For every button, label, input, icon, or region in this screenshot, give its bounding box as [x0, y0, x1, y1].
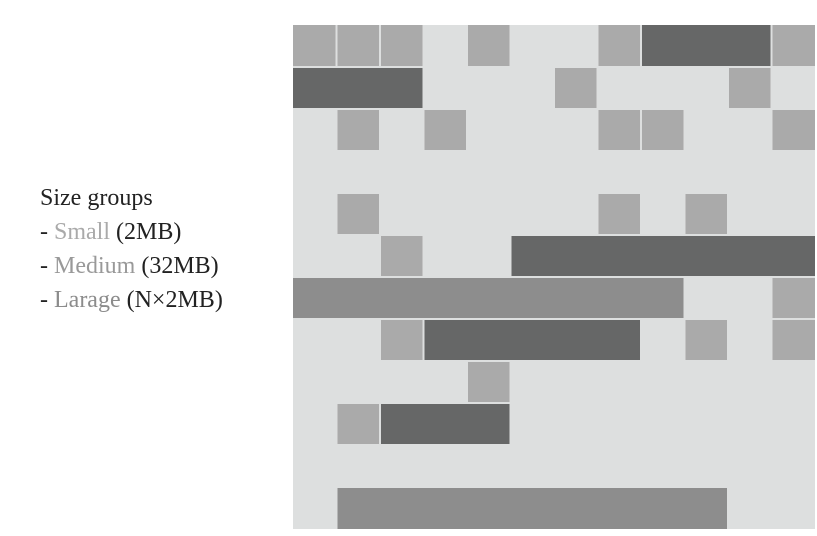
legend-detail-medium: (32MB)	[141, 253, 219, 279]
small-block	[337, 404, 379, 444]
memory-block-grid	[293, 25, 815, 529]
small-block	[729, 68, 771, 108]
small-block	[555, 68, 597, 108]
small-block	[642, 110, 684, 150]
legend-label-medium: Medium	[54, 253, 136, 279]
small-block	[772, 25, 815, 66]
legend-item-medium: - Medium (32MB)	[40, 249, 223, 283]
small-block	[598, 110, 640, 150]
medium-block	[381, 404, 510, 444]
small-block	[685, 194, 727, 234]
legend-dash: -	[40, 287, 48, 313]
small-block	[337, 110, 379, 150]
small-block	[381, 320, 423, 360]
legend-title: Size groups	[40, 185, 153, 211]
blocks-layer	[293, 25, 815, 529]
small-block	[772, 278, 815, 318]
small-block	[293, 25, 336, 66]
legend-item-small: - Small (2MB)	[40, 215, 223, 249]
medium-block	[293, 68, 423, 108]
small-block	[381, 236, 423, 276]
small-block	[685, 320, 727, 360]
grid-background	[293, 25, 815, 529]
medium-block	[642, 25, 771, 66]
legend-item-large: - Larage (N×2MB)	[40, 283, 223, 317]
small-block	[381, 25, 423, 66]
small-block	[772, 320, 815, 360]
size-groups-legend: Size groups - Small (2MB) - Medium (32MB…	[40, 181, 223, 317]
small-block	[598, 194, 640, 234]
legend-dash: -	[40, 253, 48, 279]
legend-label-large: Larage	[54, 287, 121, 313]
small-block	[468, 25, 510, 66]
legend-dash: -	[40, 219, 48, 245]
small-block	[424, 110, 466, 150]
large-block	[293, 278, 684, 318]
small-block	[337, 194, 379, 234]
small-block	[772, 110, 815, 150]
small-block	[598, 25, 640, 66]
legend-label-small: Small	[54, 219, 111, 245]
legend-detail-small: (2MB)	[116, 219, 182, 245]
small-block	[337, 25, 379, 66]
small-block	[468, 362, 510, 402]
medium-block	[424, 320, 640, 360]
legend-detail-large: (N×2MB)	[126, 287, 223, 313]
large-block	[337, 488, 727, 529]
medium-block	[511, 236, 815, 276]
